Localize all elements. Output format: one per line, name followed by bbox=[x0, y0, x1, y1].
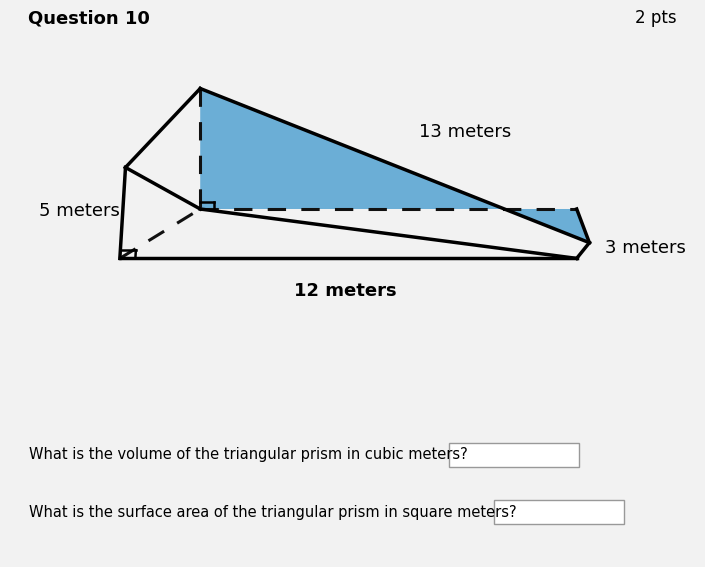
FancyBboxPatch shape bbox=[494, 501, 624, 524]
Text: 13 meters: 13 meters bbox=[419, 123, 512, 141]
Text: 3 meters: 3 meters bbox=[605, 239, 686, 257]
FancyBboxPatch shape bbox=[449, 443, 579, 467]
Text: What is the surface area of the triangular prism in square meters?: What is the surface area of the triangul… bbox=[29, 505, 517, 520]
Text: What is the volume of the triangular prism in cubic meters?: What is the volume of the triangular pri… bbox=[29, 447, 467, 462]
Text: 2 pts: 2 pts bbox=[635, 10, 677, 27]
Text: 12 meters: 12 meters bbox=[294, 282, 397, 301]
Polygon shape bbox=[200, 88, 589, 243]
Text: 5 meters: 5 meters bbox=[39, 202, 120, 220]
Text: Question 10: Question 10 bbox=[28, 10, 150, 27]
